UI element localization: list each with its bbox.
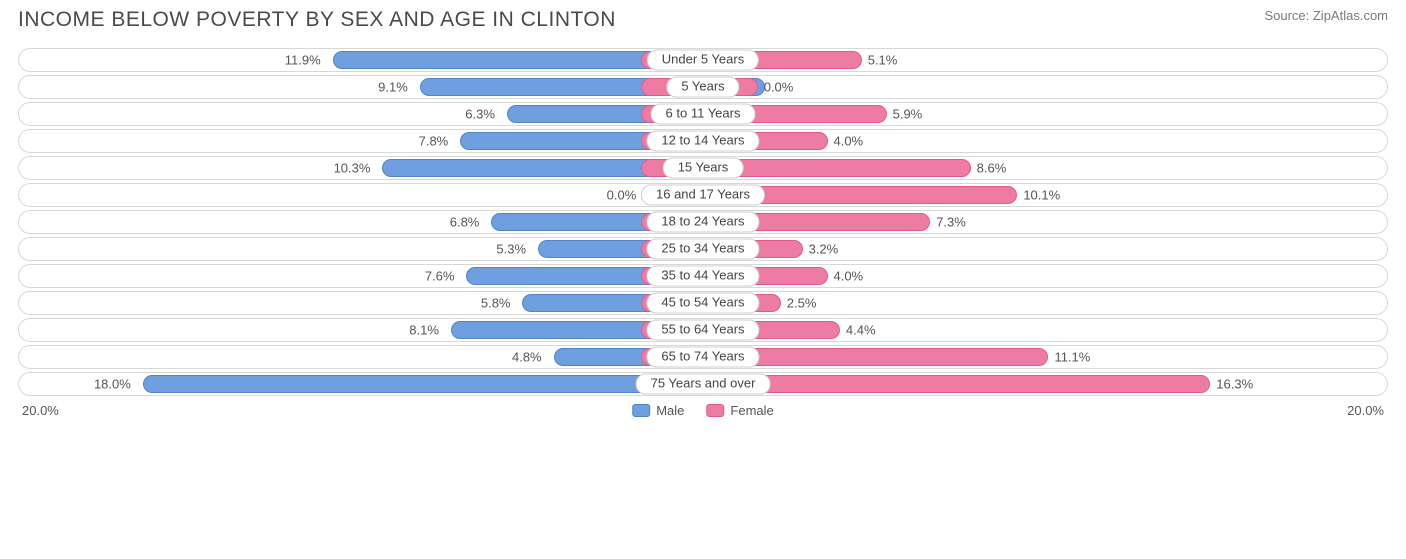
row-track: 35 to 44 Years 7.6% 4.0%: [18, 264, 1388, 288]
axis-left-label: 20.0%: [22, 403, 59, 418]
row-track: 18 to 24 Years 6.8% 7.3%: [18, 210, 1388, 234]
row-track: Under 5 Years 11.9% 5.1%: [18, 48, 1388, 72]
chart-row: 16 and 17 Years0.0% 10.1%: [18, 183, 1388, 207]
category-badge: 65 to 74 Years: [646, 347, 759, 368]
female-value-label: 8.6%: [977, 161, 1007, 176]
row-track: 25 to 34 Years 5.3% 3.2%: [18, 237, 1388, 261]
male-value-label: 5.8%: [481, 296, 517, 311]
row-track: 16 and 17 Years0.0% 10.1%: [18, 183, 1388, 207]
chart-row: 55 to 64 Years 8.1% 4.4%: [18, 318, 1388, 342]
female-value-label: 7.3%: [936, 215, 966, 230]
legend-female-label: Female: [730, 403, 773, 418]
row-track: 55 to 64 Years 8.1% 4.4%: [18, 318, 1388, 342]
legend: Male Female: [632, 403, 774, 418]
category-badge: 25 to 34 Years: [646, 239, 759, 260]
male-value-label: 6.3%: [465, 107, 501, 122]
category-badge: 6 to 11 Years: [651, 104, 756, 125]
row-track: 6 to 11 Years 6.3% 5.9%: [18, 102, 1388, 126]
female-value-label: 3.2%: [809, 242, 839, 257]
female-value-label: 5.1%: [868, 53, 898, 68]
female-value-label: 4.0%: [833, 269, 863, 284]
legend-item-male: Male: [632, 403, 684, 418]
chart-row: 65 to 74 Years 4.8% 11.1%: [18, 345, 1388, 369]
axis-row: 20.0% Male Female 20.0%: [0, 399, 1406, 418]
legend-male-label: Male: [656, 403, 684, 418]
row-track: 12 to 14 Years 7.8% 4.0%: [18, 129, 1388, 153]
chart-row: 12 to 14 Years 7.8% 4.0%: [18, 129, 1388, 153]
category-badge: 12 to 14 Years: [646, 131, 759, 152]
male-value-label: 0.0%: [607, 188, 643, 203]
chart-row: 6 to 11 Years 6.3% 5.9%: [18, 102, 1388, 126]
diverging-bar-chart: Under 5 Years 11.9% 5.1% 5 Years 9.1% 0.0% 6 t…: [0, 36, 1406, 396]
female-swatch-icon: [706, 404, 724, 417]
chart-title: INCOME BELOW POVERTY BY SEX AND AGE IN C…: [18, 8, 616, 32]
axis-right-label: 20.0%: [1347, 403, 1384, 418]
category-badge: 18 to 24 Years: [646, 212, 759, 233]
male-value-label: 11.9%: [285, 53, 327, 68]
female-value-label: 5.9%: [893, 107, 923, 122]
category-badge: 5 Years: [666, 77, 739, 98]
female-value-label: 4.0%: [833, 134, 863, 149]
chart-row: 5 Years 9.1% 0.0%: [18, 75, 1388, 99]
row-track: 45 to 54 Years 5.8% 2.5%: [18, 291, 1388, 315]
chart-row: 15 Years 10.3% 8.6%: [18, 156, 1388, 180]
male-value-label: 7.8%: [419, 134, 455, 149]
category-badge: 35 to 44 Years: [646, 266, 759, 287]
category-badge: 45 to 54 Years: [646, 293, 759, 314]
category-badge: Under 5 Years: [647, 50, 759, 71]
male-value-label: 6.8%: [450, 215, 486, 230]
row-track: 65 to 74 Years 4.8% 11.1%: [18, 345, 1388, 369]
chart-row: Under 5 Years 11.9% 5.1%: [18, 48, 1388, 72]
source-attribution: Source: ZipAtlas.com: [1264, 8, 1388, 23]
male-value-label: 5.3%: [496, 242, 532, 257]
female-value-label: 11.1%: [1054, 350, 1090, 365]
male-value-label: 4.8%: [512, 350, 548, 365]
category-badge: 75 Years and over: [636, 374, 771, 395]
female-value-label: 16.3%: [1216, 377, 1253, 392]
male-value-label: 8.1%: [409, 323, 445, 338]
female-value-label: 10.1%: [1023, 188, 1060, 203]
male-value-label: 18.0%: [94, 377, 137, 392]
row-track: 75 Years and over 18.0% 16.3%: [18, 372, 1388, 396]
row-track: 15 Years 10.3% 8.6%: [18, 156, 1388, 180]
category-badge: 55 to 64 Years: [646, 320, 759, 341]
male-value-label: 7.6%: [425, 269, 461, 284]
female-value-label: 2.5%: [787, 296, 817, 311]
header: INCOME BELOW POVERTY BY SEX AND AGE IN C…: [0, 0, 1406, 36]
male-value-label: 9.1%: [378, 80, 414, 95]
chart-row: 18 to 24 Years 6.8% 7.3%: [18, 210, 1388, 234]
male-value-label: 10.3%: [334, 161, 377, 176]
chart-row: 75 Years and over 18.0% 16.3%: [18, 372, 1388, 396]
category-badge: 15 Years: [663, 158, 744, 179]
female-value-label: 0.0%: [764, 80, 794, 95]
row-track: 5 Years 9.1% 0.0%: [18, 75, 1388, 99]
legend-item-female: Female: [706, 403, 773, 418]
chart-row: 25 to 34 Years 5.3% 3.2%: [18, 237, 1388, 261]
chart-row: 45 to 54 Years 5.8% 2.5%: [18, 291, 1388, 315]
category-badge: 16 and 17 Years: [641, 185, 765, 206]
male-swatch-icon: [632, 404, 650, 417]
chart-row: 35 to 44 Years 7.6% 4.0%: [18, 264, 1388, 288]
female-value-label: 4.4%: [846, 323, 876, 338]
